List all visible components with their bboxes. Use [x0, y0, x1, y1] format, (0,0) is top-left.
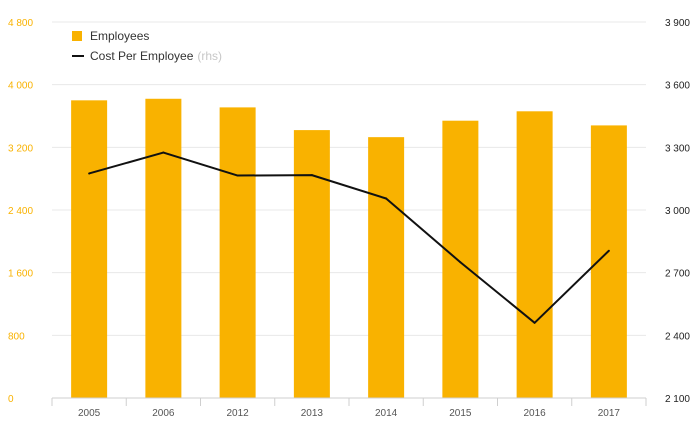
left-tick-label: 3 200 — [8, 143, 33, 154]
legend: Employees Cost Per Employee (rhs) — [72, 26, 222, 66]
bar-employees — [368, 137, 405, 398]
legend-swatch-employees — [72, 31, 82, 41]
bar-employees — [145, 98, 182, 399]
point-cost-per-employee — [88, 172, 91, 175]
x-tick-label: 2014 — [375, 408, 398, 419]
point-cost-per-employee — [607, 249, 610, 252]
x-tick-label: 2017 — [598, 408, 621, 419]
left-tick-label: 800 — [8, 331, 25, 342]
point-cost-per-employee — [162, 151, 165, 154]
legend-item-cost: Cost Per Employee (rhs) — [72, 46, 222, 66]
right-tick-label: 2 400 — [665, 331, 690, 342]
bar-employees — [219, 107, 256, 398]
point-cost-per-employee — [310, 174, 313, 177]
x-tick-label: 2012 — [227, 408, 250, 419]
legend-swatch-cost — [72, 55, 84, 57]
legend-label-cost: Cost Per Employee — [90, 49, 194, 63]
point-cost-per-employee — [533, 321, 536, 324]
x-tick-label: 2006 — [152, 408, 175, 419]
bar-employees — [71, 100, 108, 398]
x-tick-label: 2013 — [301, 408, 324, 419]
point-cost-per-employee — [459, 261, 462, 264]
right-tick-label: 2 100 — [665, 394, 690, 405]
right-tick-label: 3 000 — [665, 206, 690, 217]
x-tick-label: 2005 — [78, 408, 101, 419]
right-tick-label: 3 300 — [665, 143, 690, 154]
legend-label-employees: Employees — [90, 29, 150, 43]
x-tick-label: 2016 — [524, 408, 547, 419]
left-tick-label: 4 800 — [8, 18, 33, 29]
bar-employees — [516, 111, 553, 399]
point-cost-per-employee — [236, 174, 239, 177]
left-tick-label: 0 — [8, 394, 14, 405]
left-tick-label: 2 400 — [8, 206, 33, 217]
left-tick-label: 4 000 — [8, 81, 33, 92]
legend-label-rhs: (rhs) — [197, 49, 223, 63]
bar-employees — [442, 120, 479, 398]
x-tick-label: 2015 — [449, 408, 472, 419]
legend-item-employees: Employees — [72, 26, 222, 46]
right-tick-label: 3 600 — [665, 81, 690, 92]
left-tick-label: 1 600 — [8, 269, 33, 280]
right-tick-label: 2 700 — [665, 269, 690, 280]
line-cost-per-employee — [88, 151, 610, 324]
point-cost-per-employee — [385, 197, 388, 200]
right-tick-label: 3 900 — [665, 18, 690, 29]
bar-employees — [293, 130, 330, 398]
